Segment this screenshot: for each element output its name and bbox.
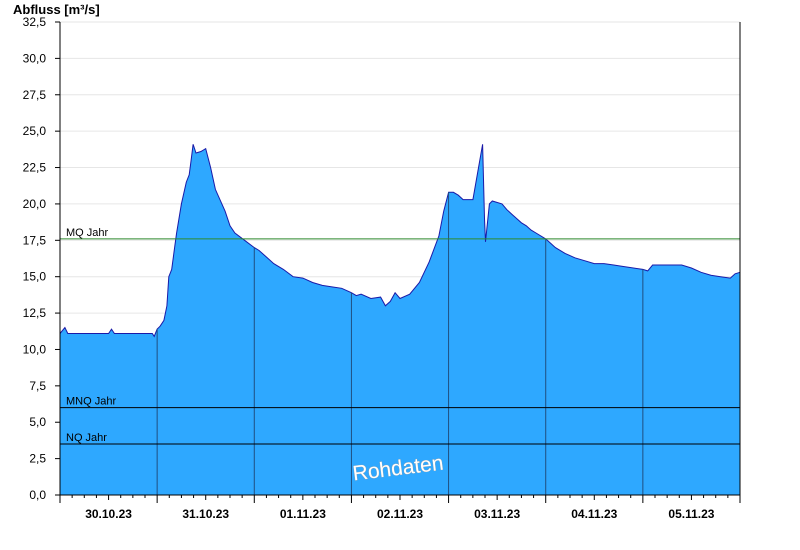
- reference-line-label: NQ Jahr: [66, 432, 107, 444]
- y-tick-label: 15,0: [23, 270, 47, 284]
- y-tick-label: 30,0: [23, 51, 47, 65]
- y-tick-label: 32,5: [23, 15, 47, 29]
- y-tick-label: 22,5: [23, 161, 47, 175]
- x-tick-label: 02.11.23: [377, 507, 423, 521]
- y-tick-label: 27,5: [23, 88, 47, 102]
- y-tick-label: 2,5: [29, 452, 46, 466]
- x-tick-label: 04.11.23: [571, 507, 617, 521]
- y-tick-label: 5,0: [29, 415, 46, 429]
- y-ticks: 0,0 2,5 5,0 7,5 10,0 12,5 15,0 17,5 20,0 22,5 25,0…: [23, 15, 60, 502]
- y-tick-label: 12,5: [23, 306, 47, 320]
- x-tick-label: 03.11.23: [474, 507, 520, 521]
- reference-line-label: MNQ Jahr: [66, 396, 116, 408]
- discharge-line: [59, 144, 741, 338]
- y-tick-label: 17,5: [23, 233, 47, 247]
- x-tick-label: 01.11.23: [280, 507, 326, 521]
- y-tick-label: 10,0: [23, 342, 47, 356]
- reference-line-label: MQ Jahr: [66, 227, 109, 239]
- y-tick-label: 20,0: [23, 197, 47, 211]
- x-tick-label: 05.11.23: [668, 507, 714, 521]
- x-tick-label: 31.10.23: [182, 507, 229, 521]
- y-axis-title: Abfluss [m³/s]: [13, 2, 100, 17]
- reference-lines: MQ Jahr MNQ Jahr NQ Jahr: [60, 227, 740, 445]
- y-tick-label: 25,0: [23, 124, 47, 138]
- day-separators: [156, 192, 644, 495]
- discharge-area: [60, 144, 740, 496]
- y-tick-label: 7,5: [29, 379, 46, 393]
- x-ticks: 30.10.23 31.10.23 01.11.23 02.11.23 03.11.23…: [59, 495, 741, 521]
- x-tick-label: 30.10.23: [85, 507, 132, 521]
- y-tick-label: 0,0: [29, 488, 46, 502]
